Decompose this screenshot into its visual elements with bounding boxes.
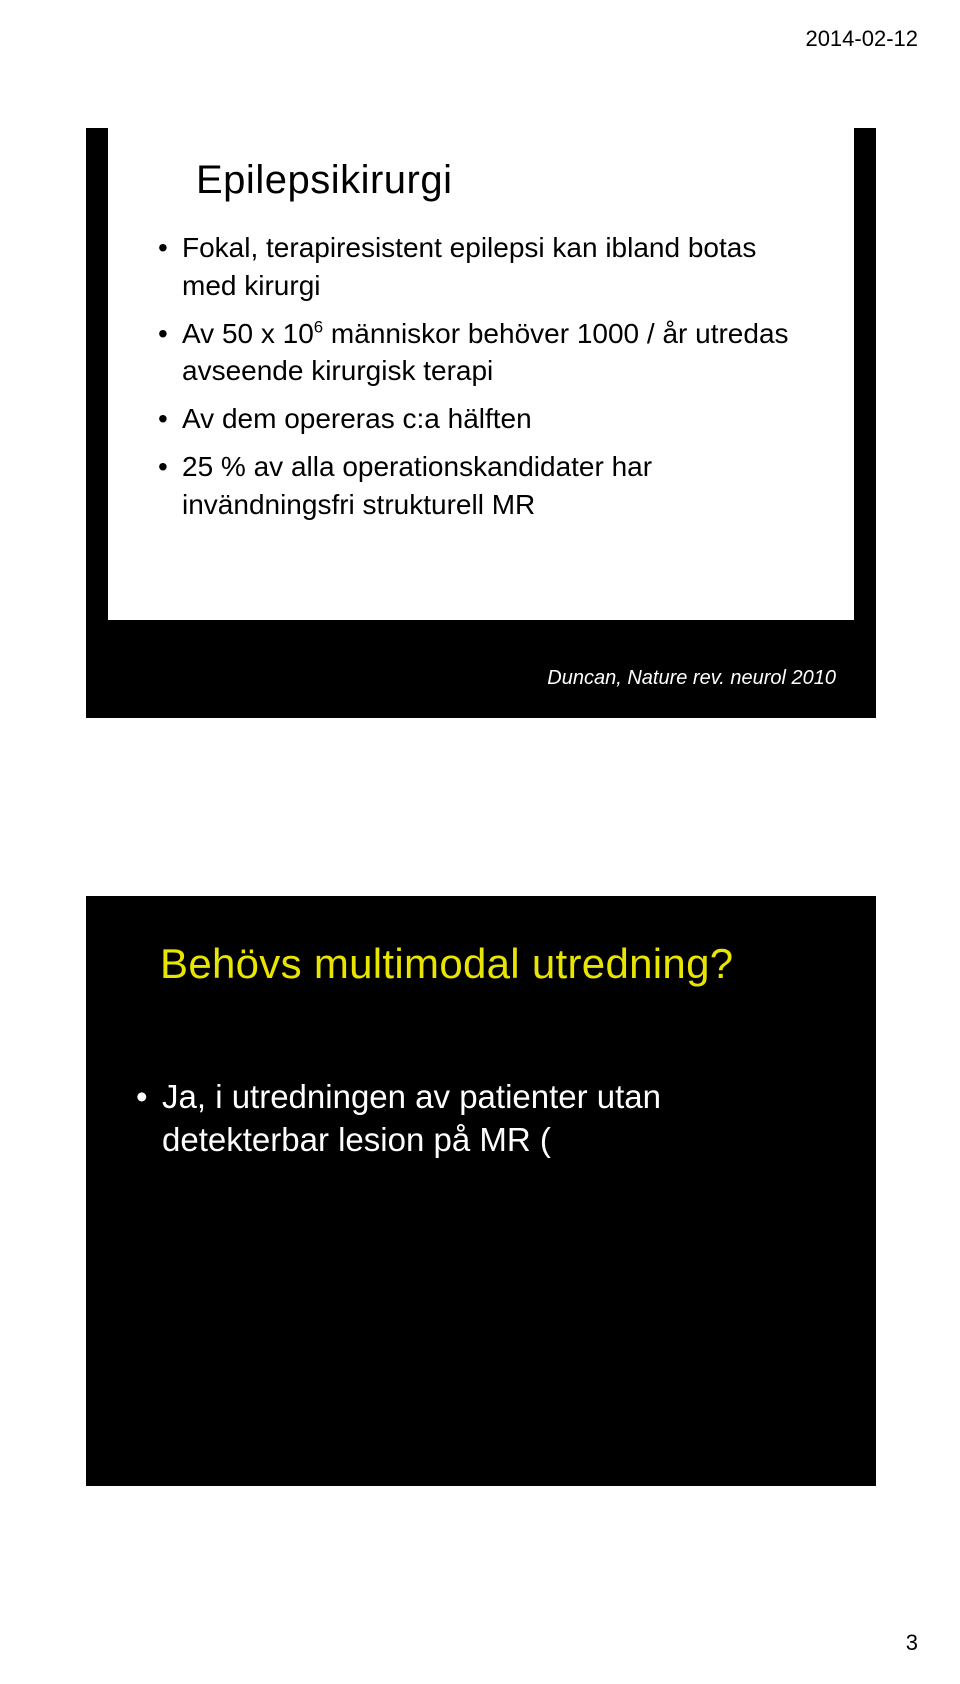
bullet-item: Av dem opereras c:a hälften (152, 400, 810, 438)
bullet-text: Av 50 x 106 människor behöver 1000 / år … (182, 318, 789, 387)
slide-title: Behövs multimodal utredning? (160, 940, 733, 988)
bullet-list: Ja, i utredningen av patienter utan dete… (128, 1076, 816, 1172)
slide-title: Epilepsikirurgi (196, 158, 810, 203)
bullet-item: Av 50 x 106 människor behöver 1000 / år … (152, 315, 810, 391)
bullet-list: Fokal, terapiresistent epilepsi kan ibla… (152, 229, 810, 524)
bullet-text: Av dem opereras c:a hälften (182, 403, 532, 434)
slide-card: Epilepsikirurgi Fokal, terapiresistent e… (108, 128, 854, 620)
page-date: 2014-02-12 (805, 26, 918, 52)
bullet-text: 25 % av alla operationskandidater har in… (182, 451, 652, 520)
bullet-item: Ja, i utredningen av patienter utan dete… (128, 1076, 816, 1162)
citation-text: Duncan, Nature rev. neurol 2010 (547, 667, 836, 690)
bullet-item: 25 % av alla operationskandidater har in… (152, 448, 810, 524)
slide-multimodal: Behövs multimodal utredning? Ja, i utred… (86, 896, 876, 1486)
bullet-item: Fokal, terapiresistent epilepsi kan ibla… (152, 229, 810, 305)
bullet-text: Fokal, terapiresistent epilepsi kan ibla… (182, 232, 756, 301)
page-number: 3 (906, 1630, 918, 1656)
page: 2014-02-12 Epilepsikirurgi Fokal, terapi… (0, 0, 960, 1684)
bullet-text: Ja, i utredningen av patienter utan dete… (162, 1078, 661, 1158)
slide-epilepsikirurgi: Epilepsikirurgi Fokal, terapiresistent e… (86, 128, 876, 718)
